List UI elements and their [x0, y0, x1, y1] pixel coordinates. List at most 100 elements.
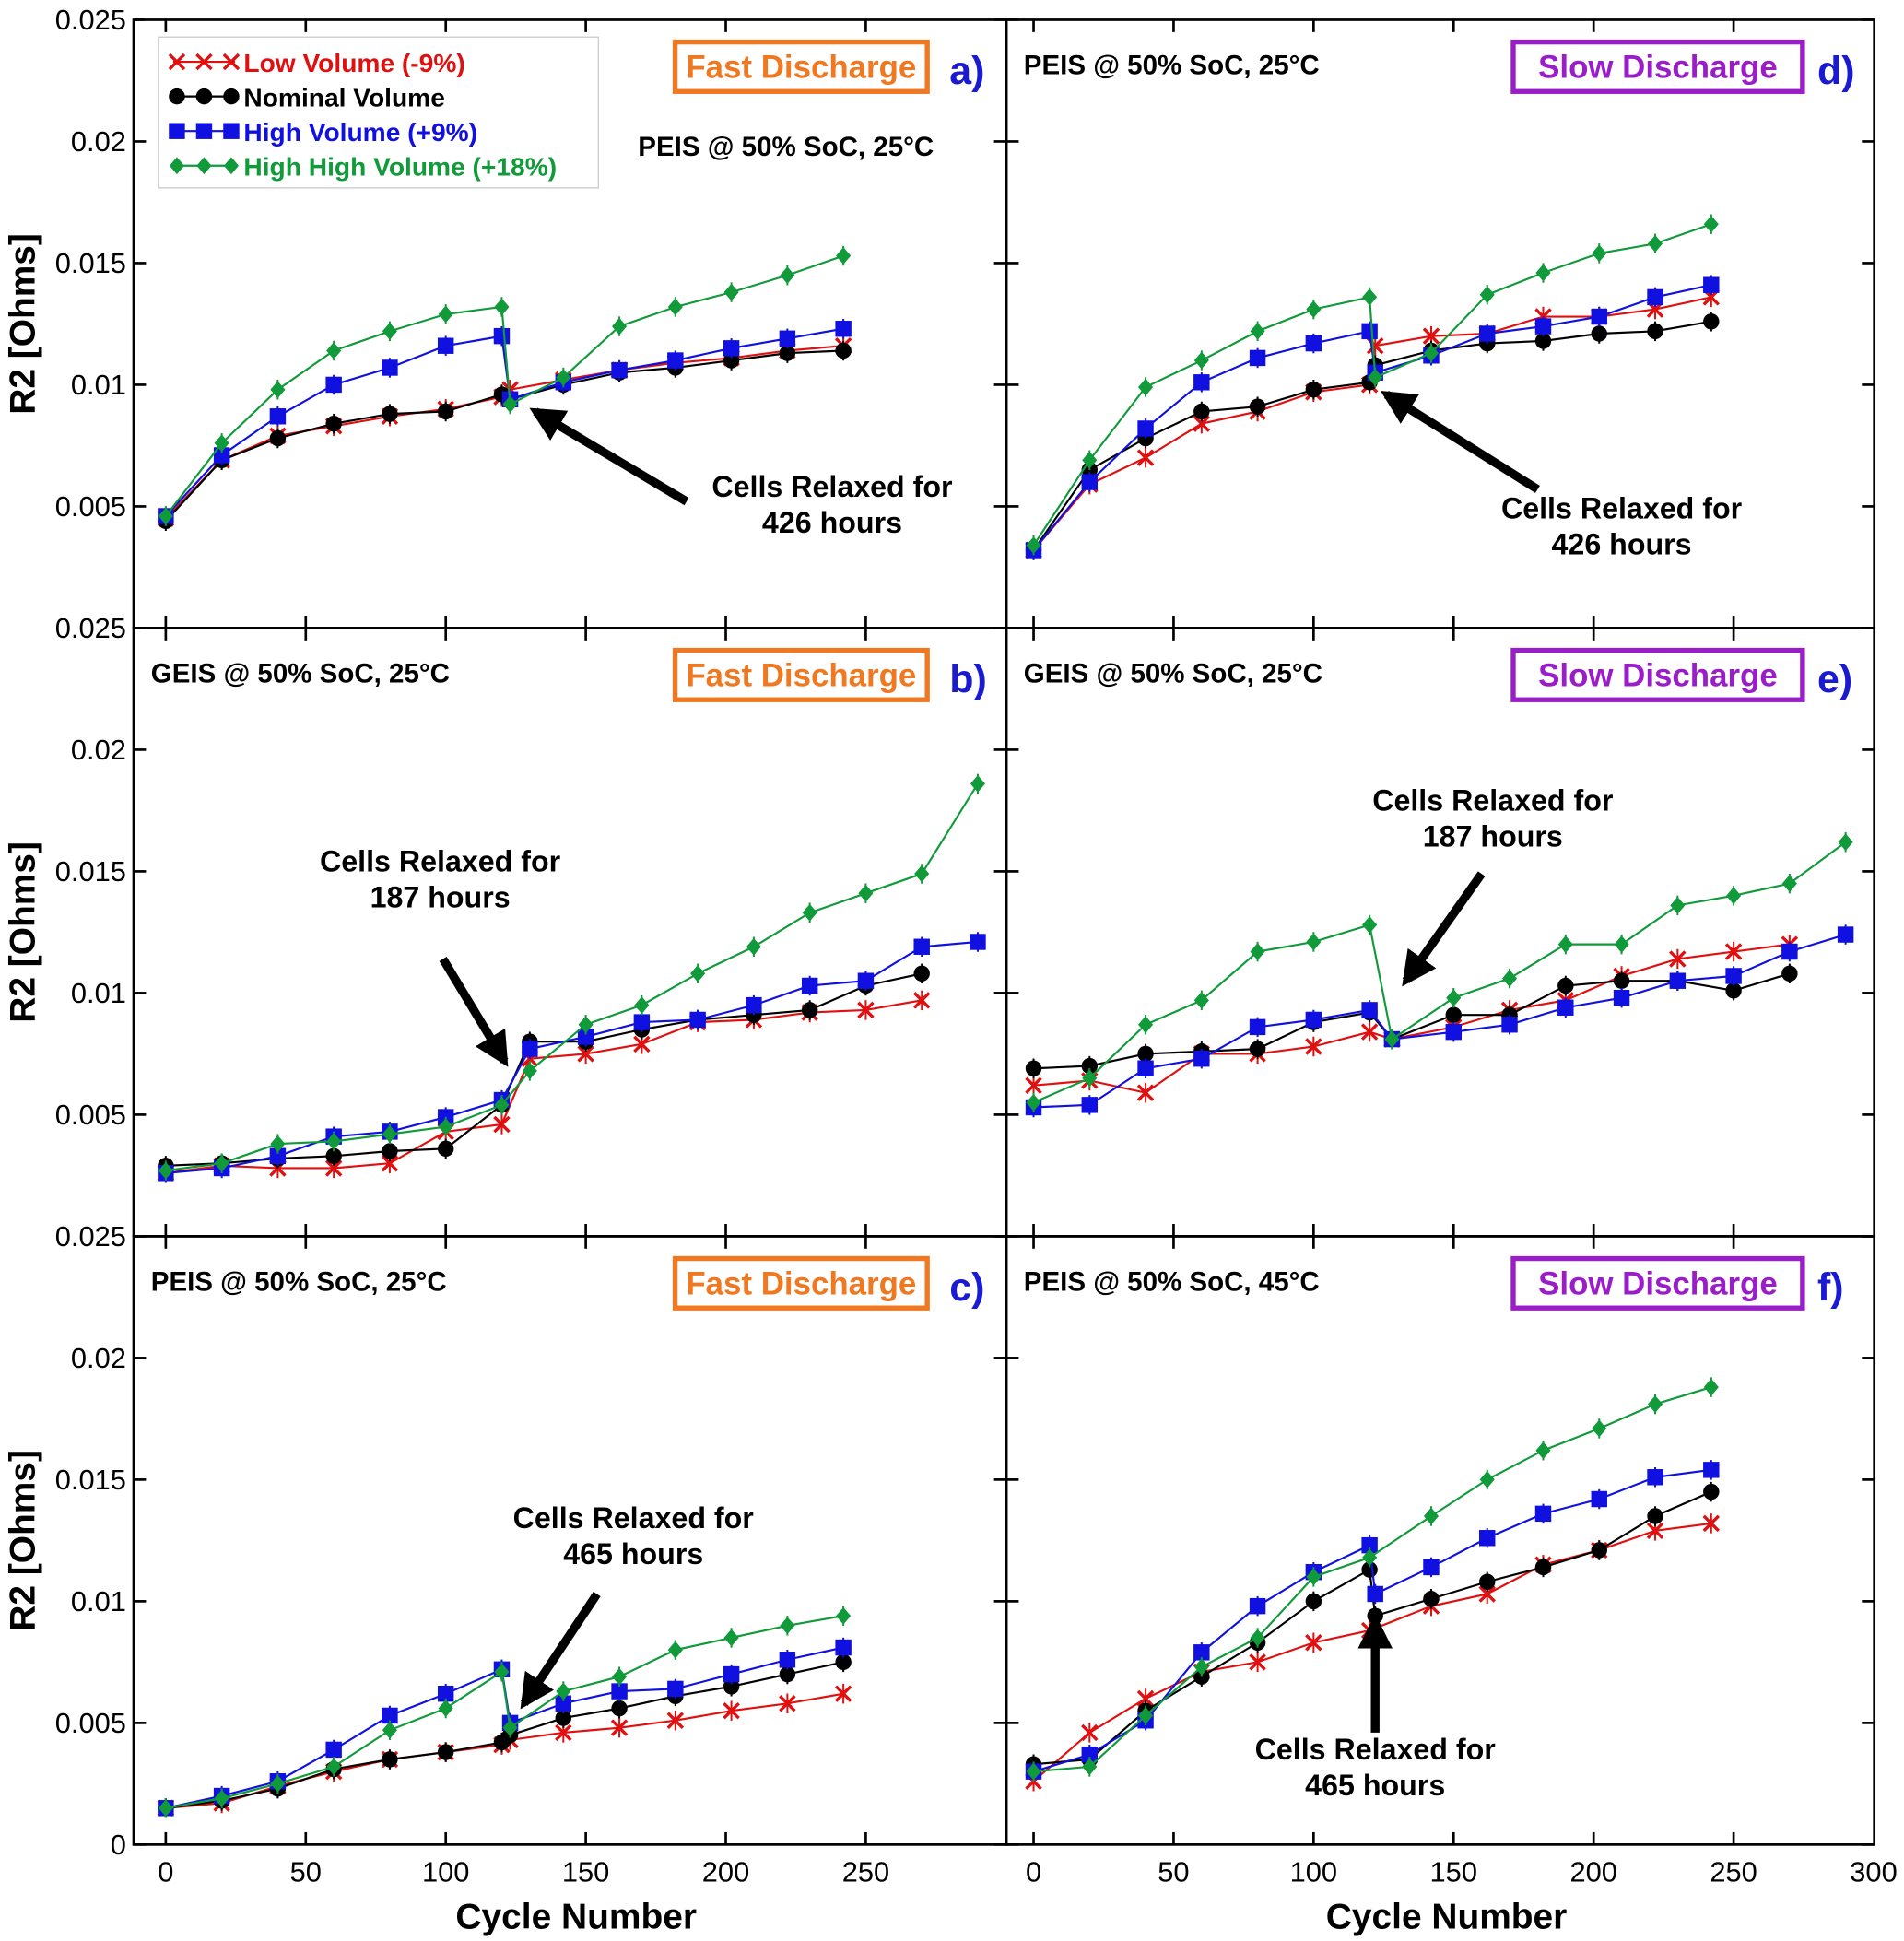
- data-point: [913, 938, 930, 955]
- data-point: [1250, 943, 1265, 960]
- annotation-text: 187 hours: [370, 880, 511, 913]
- data-point: [914, 865, 930, 883]
- data-point: [1081, 1723, 1099, 1742]
- annotation-text: Cells Relaxed for: [513, 1501, 755, 1535]
- data-point: [723, 283, 739, 301]
- discharge-label: Fast Discharge: [686, 1265, 916, 1301]
- data-point: [1361, 323, 1378, 340]
- data-point: [1368, 369, 1383, 386]
- data-point: [780, 1617, 795, 1635]
- data-point: [1501, 1017, 1518, 1033]
- data-point: [611, 1700, 628, 1717]
- panel-c: 0.025 0.02 0.015 0.01 0.005 0 R2 [Ohms] 0 50 100 1…: [4, 1220, 1008, 1937]
- data-point: [1025, 1076, 1042, 1094]
- data-point: [437, 1140, 454, 1158]
- data-point: [494, 1096, 510, 1114]
- data-point: [1193, 1050, 1210, 1067]
- data-point: [1534, 1559, 1552, 1576]
- annotation-text: Cells Relaxed for: [711, 470, 953, 503]
- series-3: [1026, 214, 1719, 556]
- panel-frame: [1005, 18, 1876, 629]
- data-point: [168, 53, 186, 71]
- series-3: [158, 245, 852, 526]
- series-line: [165, 940, 979, 1174]
- method-label: PEIS @ 50% SoC, 25°C: [151, 1266, 447, 1297]
- method-label: PEIS @ 50% SoC, 45°C: [1024, 1266, 1320, 1297]
- data-point: [270, 1774, 286, 1793]
- y-tick-label: 0.015: [55, 247, 126, 279]
- method-label: PEIS @ 50% SoC, 25°C: [638, 132, 934, 162]
- data-point: [1647, 1508, 1663, 1524]
- series-0: [1025, 934, 1799, 1103]
- annotation-arrow: [1380, 391, 1540, 493]
- data-point: [325, 1147, 342, 1165]
- y-tick-label: 0.015: [55, 1464, 126, 1496]
- data-point: [1446, 989, 1462, 1007]
- x-tick-label: 150: [562, 1856, 609, 1888]
- data-point: [667, 352, 684, 369]
- data-point: [1534, 318, 1552, 335]
- y-tick-label: 0.015: [55, 855, 126, 888]
- data-point: [1557, 977, 1574, 994]
- data-point: [1249, 1597, 1266, 1615]
- data-point: [1305, 1038, 1322, 1055]
- data-point: [1591, 325, 1607, 342]
- data-point: [1362, 288, 1378, 306]
- data-point: [556, 1682, 571, 1700]
- data-point: [1838, 833, 1853, 852]
- data-point: [912, 992, 931, 1009]
- annotation-text: 426 hours: [1552, 528, 1692, 561]
- discharge-label: Fast Discharge: [686, 657, 916, 693]
- data-point: [802, 903, 817, 922]
- data-point: [223, 123, 240, 139]
- data-point: [1725, 982, 1742, 999]
- data-point: [1703, 1462, 1720, 1478]
- data-point: [723, 340, 740, 357]
- data-point: [1592, 1419, 1607, 1438]
- data-point: [1614, 935, 1629, 954]
- panel-letter: e): [1817, 657, 1852, 701]
- data-point: [611, 1683, 628, 1700]
- y-tick-label: 0.02: [71, 734, 126, 766]
- data-point: [1535, 1441, 1551, 1460]
- y-tick-label: 0.01: [71, 977, 126, 1009]
- annotation-text: Cells Relaxed for: [1372, 783, 1614, 817]
- data-point: [612, 1667, 628, 1686]
- data-point: [1837, 926, 1854, 943]
- data-point: [1703, 313, 1720, 330]
- data-point: [1250, 322, 1265, 340]
- data-point: [1138, 1016, 1154, 1034]
- data-point: [1479, 325, 1496, 342]
- discharge-label: Slow Discharge: [1538, 1265, 1778, 1301]
- data-point: [666, 1712, 685, 1729]
- data-point: [196, 157, 212, 175]
- discharge-box: [1510, 647, 1805, 702]
- data-point: [555, 1695, 572, 1712]
- data-point: [555, 1723, 572, 1742]
- annotation-text: Cells Relaxed for: [1501, 492, 1743, 525]
- data-point: [169, 123, 185, 139]
- data-point: [214, 1789, 229, 1807]
- data-point: [1724, 943, 1743, 960]
- data-point: [1249, 1018, 1266, 1036]
- data-point: [1138, 378, 1154, 396]
- data-point: [780, 266, 795, 285]
- y-tick-label: 0.01: [71, 369, 126, 401]
- data-point: [1305, 382, 1322, 398]
- series-line: [1033, 934, 1846, 1109]
- annotation-arrow: [439, 957, 509, 1067]
- method-label: GEIS @ 50% SoC, 25°C: [151, 658, 450, 688]
- data-point: [1592, 244, 1607, 263]
- panel-frame: [1005, 1235, 1876, 1846]
- data-point: [1193, 991, 1209, 1009]
- data-point: [1478, 1585, 1496, 1603]
- data-point: [556, 369, 571, 386]
- legend-label: High Volume (+9%): [243, 118, 477, 147]
- data-point: [1702, 1514, 1721, 1533]
- data-point: [269, 408, 287, 425]
- data-point: [269, 1147, 287, 1165]
- y-tick-label: 0.005: [55, 1707, 126, 1739]
- data-point: [1250, 1629, 1265, 1647]
- data-point: [779, 1695, 796, 1712]
